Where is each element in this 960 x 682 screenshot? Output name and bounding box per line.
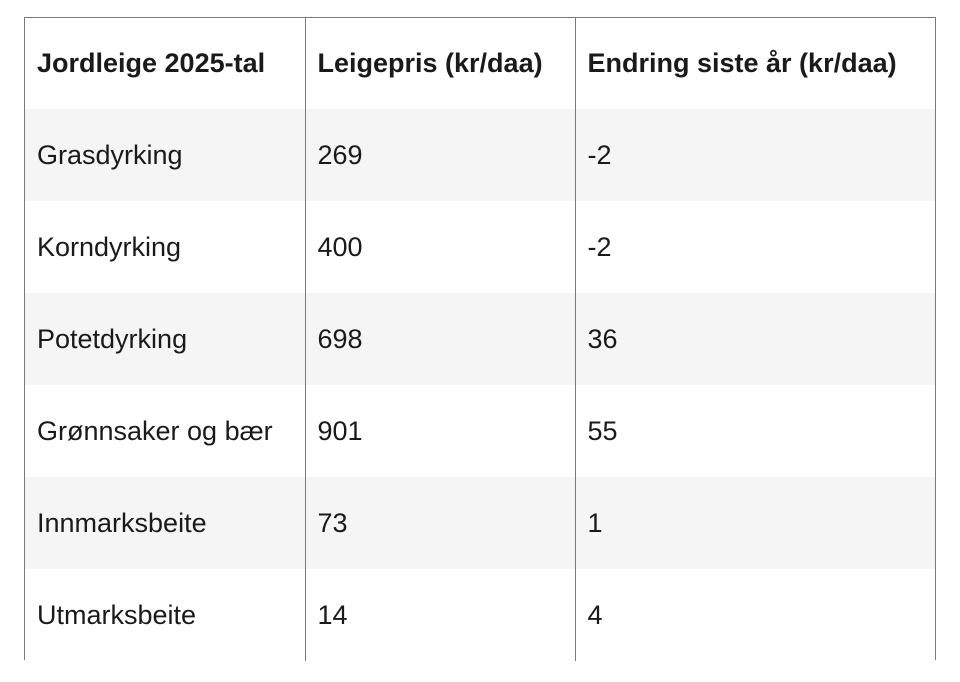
table-row: Innmarksbeite 73 1 <box>25 477 935 569</box>
cell-price: 73 <box>304 477 575 569</box>
cell-change: 55 <box>574 385 935 477</box>
table-row: Utmarksbeite 14 4 <box>25 569 935 661</box>
cell-price: 269 <box>304 109 575 201</box>
rent-price-table: Jordleige 2025-tal Leigepris (kr/daa) En… <box>25 18 935 661</box>
cell-category: Utmarksbeite <box>25 569 305 661</box>
cell-price: 14 <box>304 569 575 661</box>
header-land-lease: Jordleige 2025-tal <box>37 48 266 78</box>
rent-price-table-container: Jordleige 2025-tal Leigepris (kr/daa) En… <box>24 17 936 661</box>
cell-price: 698 <box>304 293 575 385</box>
cell-category: Potetdyrking <box>25 293 305 385</box>
cell-price: 901 <box>304 385 575 477</box>
table-row: Grasdyrking 269 -2 <box>25 109 935 201</box>
table-header-row: Jordleige 2025-tal Leigepris (kr/daa) En… <box>25 18 935 109</box>
cell-category: Korndyrking <box>25 201 305 293</box>
cell-category: Grasdyrking <box>25 109 305 201</box>
cell-change: 1 <box>574 477 935 569</box>
table-row: Grønnsaker og bær 901 55 <box>25 385 935 477</box>
cell-change: 4 <box>574 569 935 661</box>
table-row: Potetdyrking 698 36 <box>25 293 935 385</box>
cell-change: -2 <box>574 201 935 293</box>
cell-change: -2 <box>574 109 935 201</box>
cell-change: 36 <box>574 293 935 385</box>
cell-category: Grønnsaker og bær <box>25 385 305 477</box>
cell-category: Innmarksbeite <box>25 477 305 569</box>
header-change-last-year: Endring siste år (kr/daa) <box>574 18 935 109</box>
header-lease-price: Leigepris (kr/daa) <box>304 18 575 109</box>
cell-price: 400 <box>304 201 575 293</box>
table-row: Korndyrking 400 -2 <box>25 201 935 293</box>
